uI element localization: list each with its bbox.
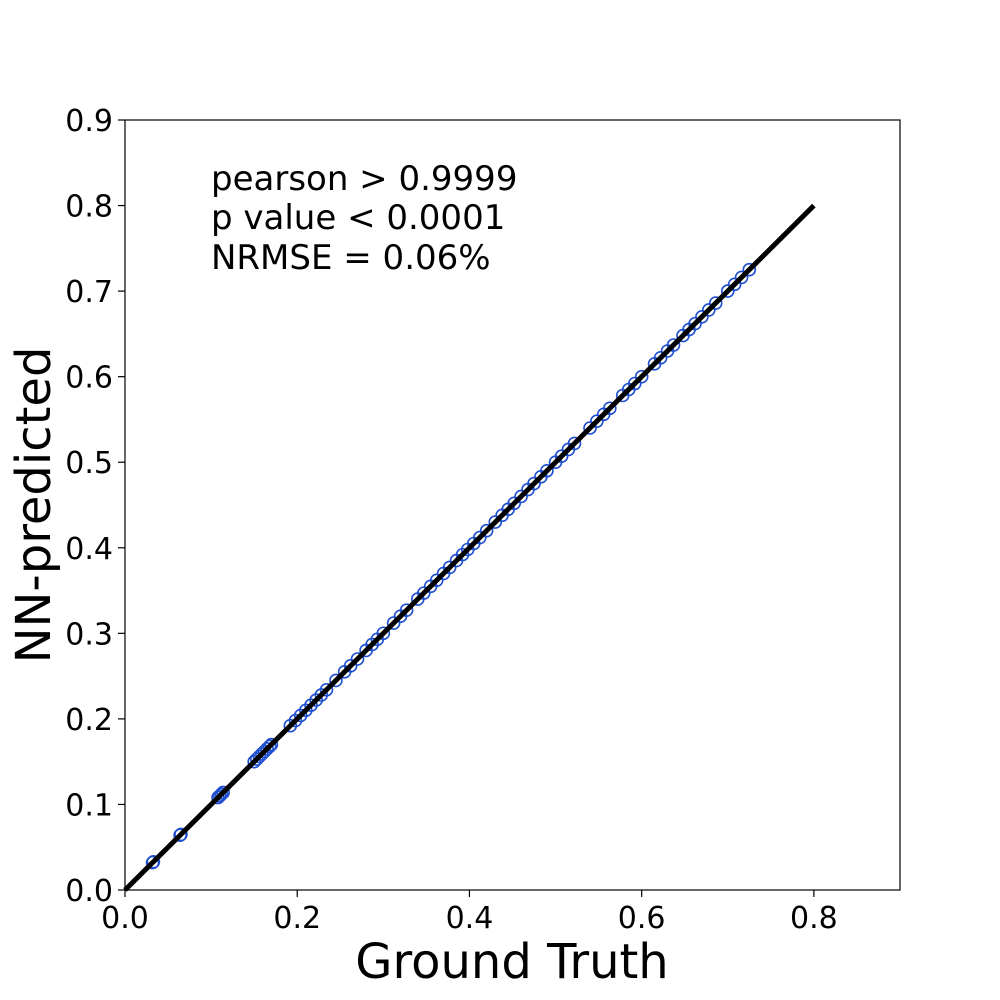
annotation-nrmse: NRMSE = 0.06% (211, 238, 491, 278)
x-tick-label: 0.6 (618, 901, 666, 936)
y-axis-title: NN-predicted (6, 347, 62, 664)
y-tick-label: 0.4 (65, 532, 113, 567)
plot-frame (124, 119, 901, 891)
data-point (319, 682, 334, 697)
data-point (540, 463, 554, 478)
y-tick-label: 0.7 (65, 275, 113, 310)
data-point (429, 573, 444, 588)
data-point (214, 787, 229, 801)
y-tick-label: 0.3 (65, 617, 113, 652)
data-point (527, 476, 541, 491)
ticks-layer: 0.0 0.2 0.4 0.6 0.8 0.0 0.1 0.2 0.3 0.4 0.5 0.6 0.7 0… (65, 104, 837, 936)
data-point (702, 303, 716, 317)
points-layer (145, 262, 757, 870)
data-point (734, 270, 749, 285)
data-point (567, 436, 582, 451)
reference-line (123, 203, 816, 892)
x-tick-label: 0.4 (446, 901, 494, 936)
data-point (262, 739, 277, 754)
reference-line-layer (123, 203, 816, 892)
x-tick-label: 0.0 (101, 901, 149, 936)
y-tick-label: 0.1 (65, 788, 113, 823)
data-point (720, 284, 735, 298)
data-point (329, 673, 343, 688)
x-tick-label: 0.8 (790, 901, 838, 936)
data-point (507, 496, 522, 511)
y-tick-label: 0.5 (65, 446, 113, 481)
data-point (742, 262, 757, 277)
data-point (417, 586, 431, 600)
data-point (264, 737, 279, 752)
data-point (350, 652, 365, 666)
annotation-p-value: p value < 0.0001 (211, 198, 505, 238)
data-point (627, 376, 642, 391)
data-point (695, 309, 709, 324)
data-point (634, 369, 649, 384)
data-point (442, 560, 457, 575)
annotation-block: pearson > 0.9999 p value < 0.0001 NRMSE … (211, 159, 517, 278)
data-point (479, 523, 494, 538)
data-point (688, 316, 702, 331)
data-point (472, 530, 487, 545)
data-point (590, 414, 604, 428)
y-tick-label: 0.9 (65, 104, 113, 139)
data-point (603, 401, 617, 416)
data-point (399, 603, 414, 618)
x-axis-title: Ground Truth (355, 934, 668, 990)
data-point (146, 854, 161, 869)
data-point (708, 296, 723, 310)
data-point (514, 489, 528, 504)
data-point (260, 742, 274, 756)
annotation-pearson: pearson > 0.9999 (211, 159, 517, 199)
data-point (488, 515, 503, 529)
y-tick-label: 0.8 (65, 190, 113, 225)
data-point (343, 659, 358, 673)
data-point (174, 827, 188, 842)
y-tick-label: 0.0 (65, 874, 113, 909)
data-point (212, 789, 227, 803)
x-tick-label: 0.2 (273, 901, 321, 936)
data-point (727, 277, 742, 292)
y-tick-label: 0.6 (65, 361, 113, 396)
data-point (666, 338, 681, 352)
data-point (554, 449, 569, 464)
data-point (376, 626, 391, 641)
data-point (386, 616, 401, 630)
data-point (653, 351, 668, 365)
y-tick-label: 0.2 (65, 703, 113, 738)
data-point (583, 421, 597, 435)
data-point (216, 785, 230, 800)
